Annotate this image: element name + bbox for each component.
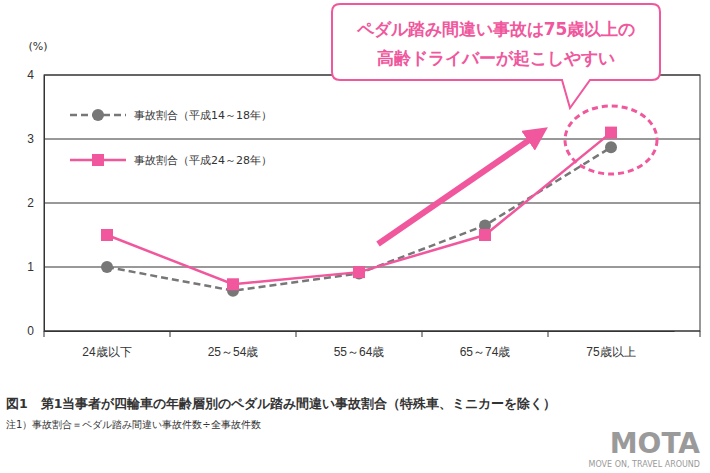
legend-item: 事故割合（平成24～28年） — [70, 154, 272, 167]
x-tick-label: 65～74歳 — [460, 345, 511, 359]
legend-marker — [92, 109, 104, 121]
logo-tagline: MOVE ON, TRAVEL AROUND — [589, 460, 700, 469]
series-line — [107, 147, 611, 290]
y-tick-label: 4 — [27, 68, 34, 82]
note: 注1）事故割合＝ペダル踏み間違い事故件数÷全事故件数 — [6, 419, 261, 430]
x-tick: 24歳以下 — [82, 331, 131, 359]
x-tick-label: 25～54歳 — [208, 345, 259, 359]
point-marker — [101, 229, 113, 241]
y-tick: 2 — [27, 196, 44, 210]
y-tick-label: 2 — [27, 196, 34, 210]
x-separator — [700, 331, 701, 337]
x-tick-label: 55～64歳 — [334, 345, 385, 359]
x-tick: 25～54歳 — [208, 331, 259, 359]
grid — [44, 75, 700, 331]
legend-item: 事故割合（平成14～18年） — [70, 109, 272, 122]
x-tick: 55～64歳 — [334, 331, 385, 359]
series-line — [107, 133, 611, 285]
y-tick: 0 — [27, 324, 44, 338]
x-axis: 24歳以下 25～54歳 55～64歳 65～74歳 75歳以上 — [45, 331, 675, 359]
x-tick: 65～74歳 — [460, 331, 511, 359]
y-axis: 0 1 2 3 4 — [27, 68, 44, 338]
y-tick: 3 — [27, 132, 44, 146]
x-tick-label: 24歳以下 — [82, 345, 131, 359]
x-separators — [44, 331, 700, 337]
legend: 事故割合（平成14～18年） 事故割合（平成24～28年） — [70, 109, 272, 167]
x-axis-line — [45, 331, 675, 332]
point-marker — [605, 141, 617, 153]
point-marker — [605, 127, 617, 139]
callout-box — [332, 4, 660, 108]
point-marker — [353, 266, 365, 278]
point-marker — [479, 229, 491, 241]
x-tick: 75歳以上 — [586, 331, 635, 359]
y-axis-line — [44, 76, 45, 332]
y-tick: 4 — [27, 68, 44, 82]
data — [101, 127, 617, 297]
highlight-ellipse — [565, 106, 657, 174]
y-tick: 1 — [27, 260, 44, 274]
callout-text: ペダル踏み間違い事故は75歳以上の — [356, 19, 636, 39]
plot-frame — [44, 75, 700, 331]
y-tick-label: 0 — [27, 324, 34, 338]
legend-label: 事故割合（平成14～18年） — [134, 109, 272, 122]
caption: 図1 第1当事者が四輪車の年齢層別のペダル踏み間違い事故割合（特殊車、ミニカーを… — [6, 396, 556, 411]
callout: ペダル踏み間違い事故は75歳以上の高齢ドライバーが起こしやすい — [332, 4, 660, 108]
y-tick-label: 1 — [27, 260, 34, 274]
y-tick-label: 3 — [27, 132, 34, 146]
legend-marker — [92, 154, 104, 166]
point-marker — [101, 261, 113, 273]
x-tick-label: 75歳以上 — [586, 345, 635, 359]
chart: 0 1 2 3 4 24歳以下 25～54歳 55～64歳 65～74歳 75歳以上 (%) 事故割合… — [0, 0, 710, 473]
y-axis-title: (%) — [28, 40, 47, 53]
grid-line — [44, 203, 700, 204]
legend-label: 事故割合（平成24～28年） — [134, 154, 272, 167]
grid-line — [44, 331, 700, 332]
point-marker — [227, 278, 239, 290]
trend-arrow — [378, 134, 538, 244]
x-separator — [44, 331, 45, 337]
logo: MOTA — [610, 427, 701, 460]
callout-text: 高齢ドライバーが起こしやすい — [377, 48, 615, 68]
